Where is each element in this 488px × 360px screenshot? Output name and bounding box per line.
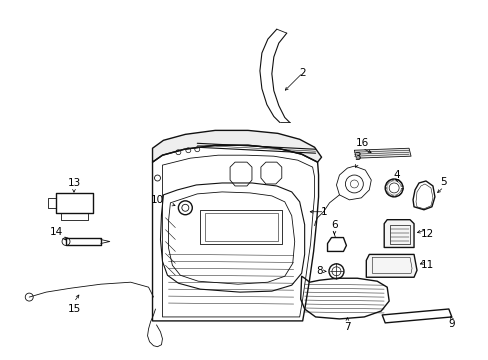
Text: 14: 14: [49, 226, 62, 237]
Polygon shape: [152, 130, 321, 162]
Polygon shape: [354, 148, 410, 158]
Text: 1: 1: [321, 207, 327, 217]
Polygon shape: [384, 220, 413, 247]
Text: 13: 13: [67, 178, 81, 188]
Text: 2: 2: [299, 68, 305, 78]
Text: 10: 10: [150, 195, 163, 205]
Text: 11: 11: [420, 260, 433, 270]
Text: 16: 16: [355, 138, 368, 148]
Text: 5: 5: [440, 177, 446, 187]
Polygon shape: [366, 255, 416, 277]
Text: 12: 12: [420, 229, 433, 239]
Text: 9: 9: [447, 319, 454, 329]
Text: 6: 6: [330, 220, 337, 230]
Text: 4: 4: [393, 170, 400, 180]
Text: 8: 8: [316, 266, 322, 276]
Text: 7: 7: [344, 322, 350, 332]
Text: 15: 15: [67, 304, 81, 314]
Text: 3: 3: [353, 152, 360, 162]
